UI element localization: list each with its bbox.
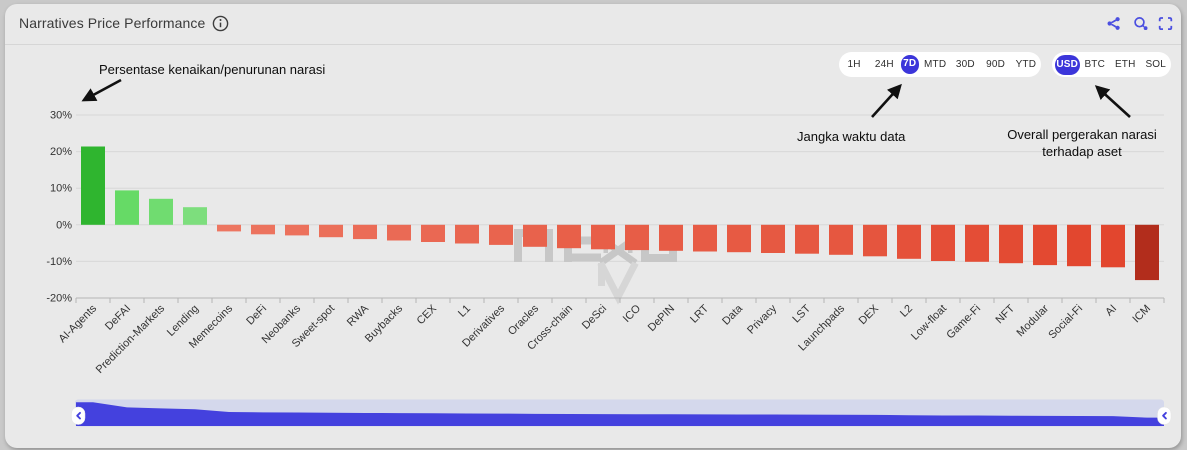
svg-text:-10%: -10%: [46, 256, 72, 268]
svg-text:DeFi: DeFi: [244, 303, 269, 328]
svg-text:ICO: ICO: [621, 302, 644, 325]
svg-text:10%: 10%: [50, 183, 72, 195]
svg-text:CEX: CEX: [415, 302, 440, 327]
svg-text:L1: L1: [456, 303, 473, 320]
svg-text:ICM: ICM: [1130, 303, 1153, 326]
svg-text:RWA: RWA: [345, 302, 372, 329]
svg-text:LRT: LRT: [688, 302, 711, 325]
svg-text:DeSci: DeSci: [580, 303, 609, 332]
svg-text:Data: Data: [720, 302, 746, 328]
svg-text:Privacy: Privacy: [745, 302, 779, 336]
svg-text:-20%: -20%: [46, 293, 72, 305]
svg-text:DePIN: DePIN: [646, 303, 677, 334]
svg-text:20%: 20%: [50, 146, 72, 158]
svg-text:L2: L2: [898, 303, 915, 320]
svg-text:Buybacks: Buybacks: [363, 302, 406, 345]
svg-text:AI-Agents: AI-Agents: [56, 302, 99, 345]
svg-text:30%: 30%: [50, 110, 72, 122]
svg-text:LST: LST: [790, 302, 813, 325]
svg-text:DEX: DEX: [857, 302, 882, 327]
svg-text:AI: AI: [1103, 303, 1119, 319]
svg-text:Low-float: Low-float: [909, 303, 949, 343]
svg-text:NFT: NFT: [994, 302, 1018, 326]
svg-text:Social-Fi: Social-Fi: [1046, 303, 1085, 342]
svg-text:0%: 0%: [56, 219, 72, 231]
svg-text:DeFAI: DeFAI: [103, 303, 133, 333]
svg-text:Game-Fi: Game-Fi: [944, 303, 983, 342]
